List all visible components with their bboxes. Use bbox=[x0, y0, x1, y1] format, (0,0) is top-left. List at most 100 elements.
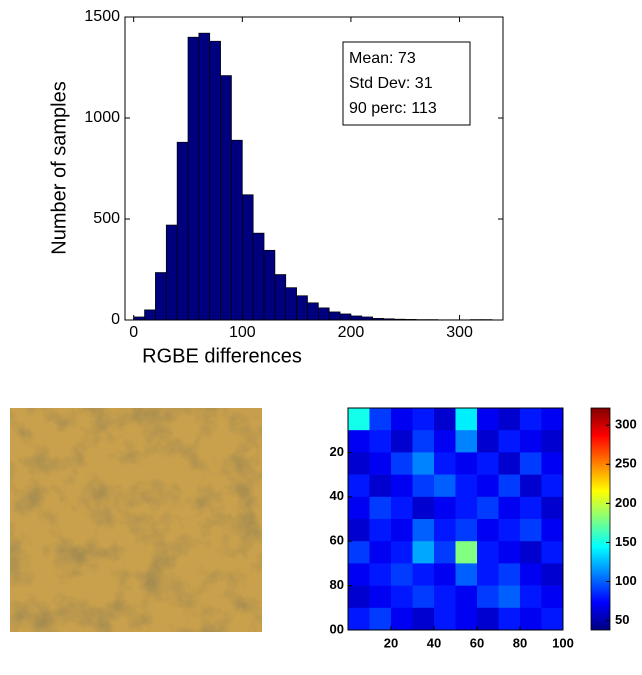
heatmap-cell bbox=[541, 585, 564, 609]
heatmap-cell bbox=[541, 452, 564, 475]
heatmap-cell bbox=[434, 585, 456, 609]
heatmap-cell bbox=[348, 408, 370, 431]
heatmap-cell bbox=[541, 430, 564, 453]
heatmap-cell bbox=[455, 519, 478, 542]
y-tick-label: 40 bbox=[330, 488, 344, 503]
heatmap-cell bbox=[391, 408, 413, 431]
heatmap-cell bbox=[391, 519, 413, 542]
annotation: 90 perc: 113 bbox=[349, 100, 437, 117]
heatmap-cell bbox=[391, 496, 413, 520]
x-tick-label: 0 bbox=[129, 324, 138, 341]
heatmap-cell bbox=[412, 607, 435, 631]
heatmap-cell bbox=[391, 563, 413, 586]
heatmap-cell bbox=[498, 585, 521, 609]
heatmap-cell bbox=[348, 541, 370, 564]
heatmap-cell bbox=[412, 408, 435, 431]
heatmap-cell bbox=[348, 430, 370, 453]
heatmap-cell bbox=[348, 519, 370, 542]
heatmap-cell bbox=[455, 563, 478, 586]
heatmap-cell bbox=[369, 585, 392, 609]
heatmap-cell bbox=[541, 496, 564, 520]
heatmap-cell bbox=[498, 474, 521, 498]
heatmap-cell bbox=[348, 496, 370, 520]
heatmap-cell bbox=[434, 496, 456, 520]
heatmap-cell bbox=[520, 496, 542, 520]
bar bbox=[176, 141, 189, 321]
heatmap-cell bbox=[348, 474, 370, 498]
axes-box bbox=[347, 407, 564, 631]
bar bbox=[263, 249, 276, 321]
heatmap-cell bbox=[520, 519, 542, 542]
heatmap-cell bbox=[520, 607, 542, 631]
heatmap-cell bbox=[477, 541, 499, 564]
heatmap-cell bbox=[412, 519, 435, 542]
colorbar-tick-label: 250 bbox=[615, 456, 637, 471]
heatmap-cell bbox=[434, 474, 456, 498]
heatmap-cell bbox=[498, 541, 521, 564]
x-tick-label: 200 bbox=[338, 324, 365, 341]
colorbar-tick-label: 300 bbox=[615, 417, 637, 432]
x-tick-label: 300 bbox=[446, 324, 473, 341]
heatmap-cell bbox=[477, 585, 499, 609]
heatmap-cell bbox=[498, 519, 521, 542]
heatmap-cell bbox=[434, 430, 456, 453]
heatmap-cell bbox=[520, 563, 542, 586]
heatmap-cell bbox=[391, 452, 413, 475]
heatmap-cell bbox=[541, 474, 564, 498]
heatmap-cell bbox=[369, 541, 392, 564]
heatmap-cell bbox=[369, 607, 392, 631]
heatmap-cell bbox=[434, 408, 456, 431]
bar bbox=[339, 313, 352, 321]
x-tick-label: 20 bbox=[384, 635, 398, 650]
bar bbox=[187, 36, 200, 321]
heatmap-cell bbox=[455, 430, 478, 453]
bar bbox=[307, 302, 319, 321]
heatmap-cell bbox=[541, 607, 564, 631]
heatmap-cell bbox=[477, 452, 499, 475]
heatmap-cell bbox=[520, 541, 542, 564]
heatmap-cell bbox=[498, 452, 521, 475]
heatmap-cell bbox=[434, 541, 456, 564]
heatmap-cell bbox=[455, 474, 478, 498]
y-tick-label: 500 bbox=[93, 210, 120, 227]
colorbar-tick-label: 50 bbox=[615, 612, 629, 627]
heatmap-cell bbox=[520, 408, 542, 431]
heatmap-cell bbox=[477, 408, 499, 431]
heatmap-cell bbox=[369, 408, 392, 431]
heatmap-cell bbox=[434, 607, 456, 631]
bar bbox=[209, 40, 221, 321]
y-tick-label: 1000 bbox=[84, 109, 120, 126]
x-tick-label: 100 bbox=[229, 324, 256, 341]
heatmap-cell bbox=[412, 541, 435, 564]
heatmap-cell bbox=[369, 452, 392, 475]
heatmap-cell bbox=[391, 585, 413, 609]
heatmap-cell bbox=[498, 408, 521, 431]
heatmap-cell bbox=[412, 563, 435, 586]
heatmap-cell bbox=[434, 563, 456, 586]
heatmap-cell bbox=[541, 408, 564, 431]
photo-texture bbox=[10, 408, 262, 632]
bar bbox=[241, 194, 254, 321]
heatmap-cell bbox=[348, 585, 370, 609]
heatmap-cell bbox=[369, 474, 392, 498]
heatmap-cell bbox=[348, 607, 370, 631]
heatmap-cell bbox=[391, 607, 413, 631]
bar bbox=[296, 295, 308, 321]
heatmap-cell bbox=[520, 452, 542, 475]
heatmap-cell bbox=[348, 563, 370, 586]
heatmap-cell bbox=[498, 563, 521, 586]
x-axis-label: RGBE differences bbox=[142, 345, 302, 367]
heatmap-cell bbox=[391, 430, 413, 453]
heatmap-cell bbox=[412, 452, 435, 475]
heatmap-cell bbox=[477, 607, 499, 631]
heatmap-cell bbox=[434, 452, 456, 475]
heatmap-cell bbox=[369, 519, 392, 542]
x-tick-label: 80 bbox=[513, 635, 527, 650]
heatmap-cell bbox=[412, 474, 435, 498]
heatmap-cell bbox=[369, 563, 392, 586]
heatmap-cell bbox=[520, 585, 542, 609]
heatmap-cell bbox=[477, 496, 499, 520]
heatmap-cell bbox=[412, 430, 435, 453]
